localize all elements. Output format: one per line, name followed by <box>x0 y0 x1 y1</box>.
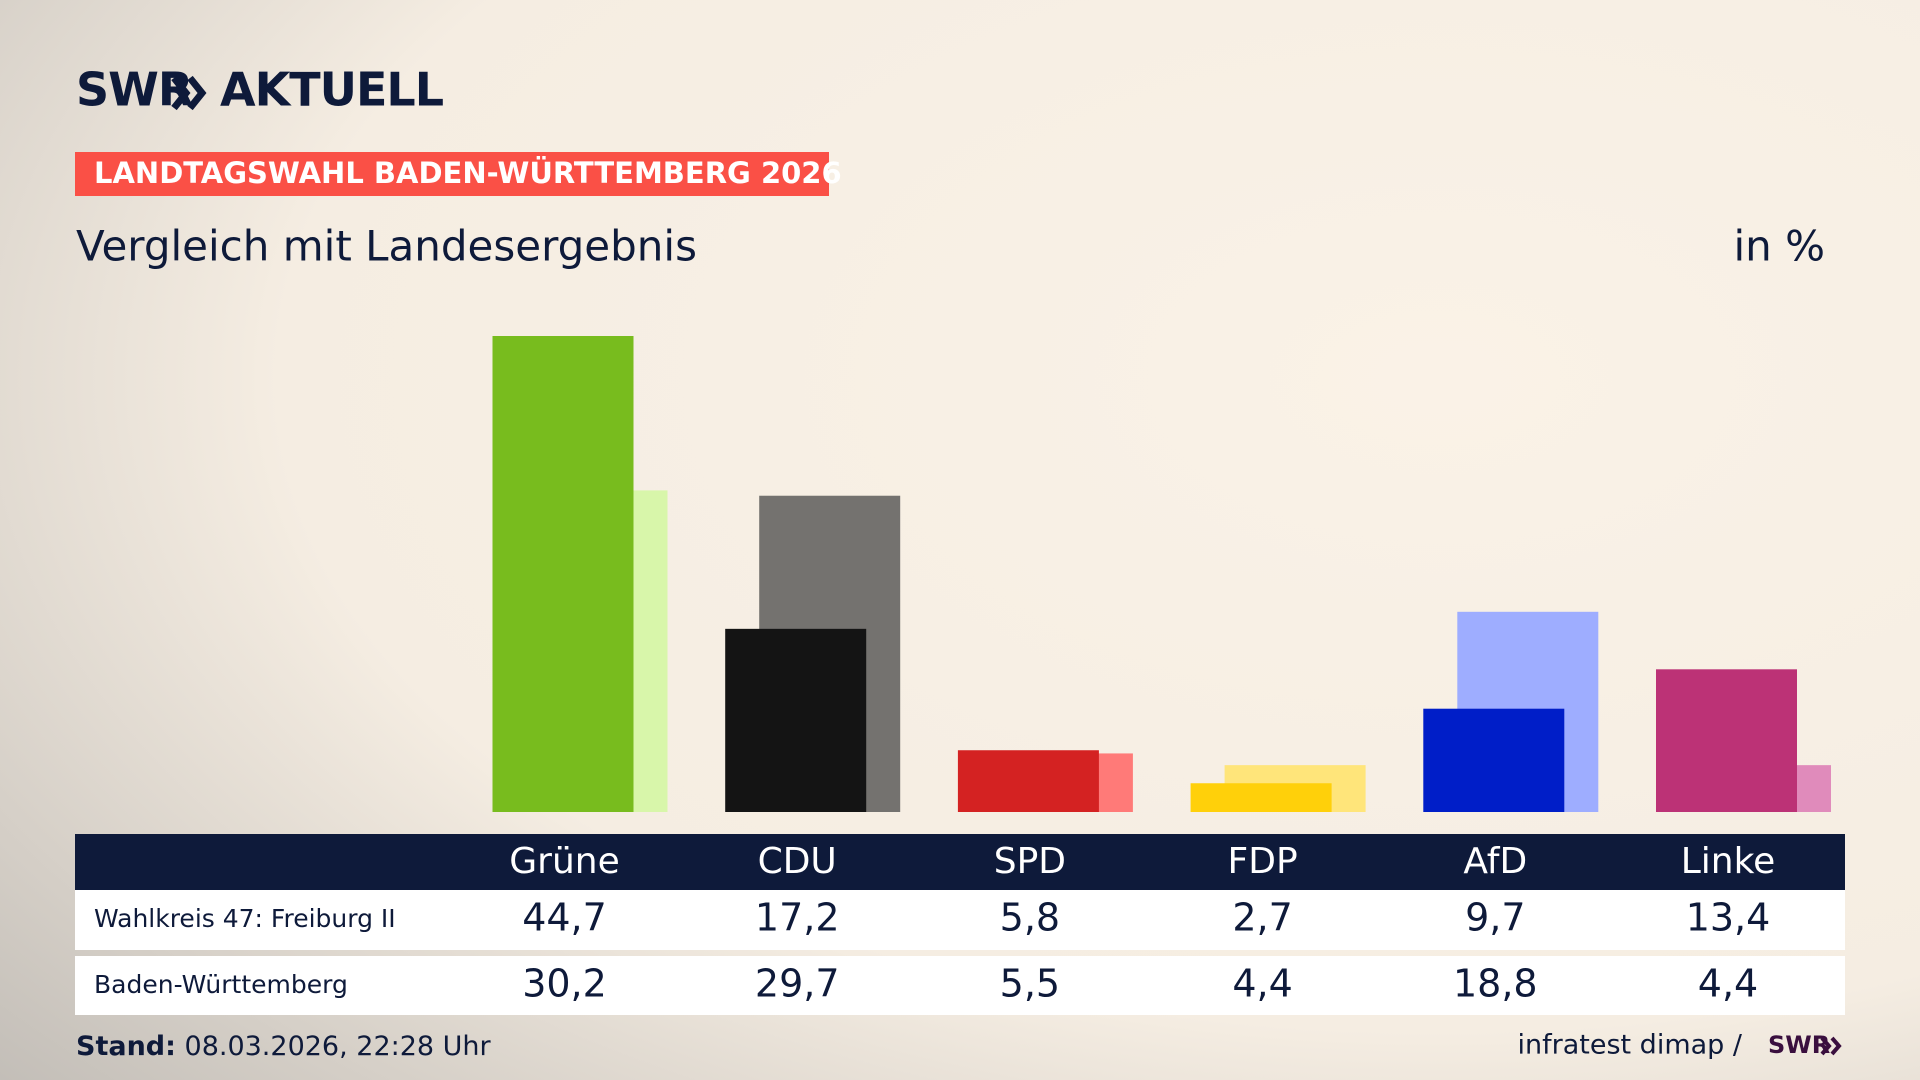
row-label: Baden-Württemberg <box>94 970 348 999</box>
value-cell: 9,7 <box>1465 896 1525 940</box>
value-cell: 2,7 <box>1232 896 1292 940</box>
kicker: LANDTAGSWAHL BADEN-WÜRTTEMBERG 2026 <box>94 156 842 190</box>
stand-label: Stand: <box>76 1031 176 1062</box>
table-row <box>75 890 1845 950</box>
table-header <box>75 834 1845 890</box>
row-label: Wahlkreis 47: Freiburg II <box>94 904 396 933</box>
bar <box>1423 708 1565 812</box>
value-cell: 5,5 <box>1000 962 1060 1006</box>
source-chevrons <box>1820 1036 1842 1056</box>
category-label: AfD <box>1463 841 1527 882</box>
bar <box>725 628 867 812</box>
unit: in % <box>1733 222 1825 271</box>
category-label: Linke <box>1681 841 1776 882</box>
chart-title: Vergleich mit Landesergebnis <box>76 222 697 271</box>
value-cell: 17,2 <box>755 896 840 940</box>
value-cell: 5,8 <box>1000 896 1060 940</box>
value-cell: 4,4 <box>1698 962 1758 1006</box>
category-label: CDU <box>758 841 837 882</box>
brand-chevrons <box>171 75 207 111</box>
value-cell: 18,8 <box>1453 962 1538 1006</box>
bar <box>1190 783 1332 812</box>
bar <box>1656 669 1797 812</box>
category-label: SPD <box>994 841 1066 882</box>
value-cell: 4,4 <box>1232 962 1292 1006</box>
category-label: Grüne <box>509 841 619 882</box>
category-label: FDP <box>1228 841 1298 882</box>
value-cell: 13,4 <box>1686 896 1771 940</box>
table-row <box>75 956 1845 1015</box>
bar <box>957 750 1099 812</box>
kicker-banner <box>75 152 829 196</box>
stand: Stand: 08.03.2026, 22:28 Uhr <box>76 1031 492 1062</box>
source: infratest dimap / <box>1517 1030 1742 1061</box>
source-brand: SWR <box>1768 1031 1830 1059</box>
value-cell: 44,7 <box>522 896 607 940</box>
bar <box>492 336 634 812</box>
value-cell: 30,2 <box>522 962 607 1006</box>
stand-value: 08.03.2026, 22:28 Uhr <box>185 1031 492 1062</box>
brand-suffix: AKTUELL <box>220 63 444 117</box>
value-cell: 29,7 <box>755 962 840 1006</box>
